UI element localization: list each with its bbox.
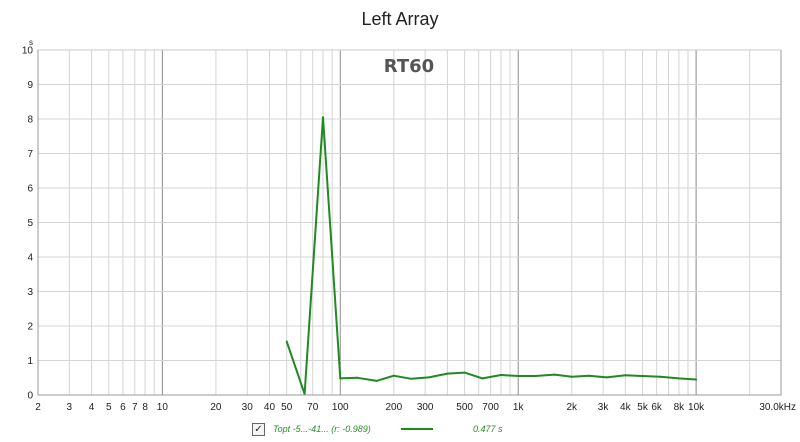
y-tick-label: 6 [27, 184, 33, 195]
x-tick-label: 500 [456, 402, 473, 413]
legend-label: Topt -5...-41... (r: -0.989) [273, 424, 371, 434]
y-tick-label: 2 [27, 322, 33, 333]
series-line [285, 116, 697, 395]
y-tick-label: 5 [27, 218, 33, 229]
data-point [303, 392, 306, 395]
x-tick-label: 3 [67, 402, 73, 413]
legend: ✓ Topt -5...-41... (r: -0.989) 0.477 s [252, 421, 503, 437]
x-tick-label: 2 [35, 402, 41, 413]
data-point [517, 375, 520, 378]
data-point [356, 376, 359, 379]
y-tick-label: 10 [22, 46, 34, 57]
data-point [553, 373, 556, 376]
x-tick-label: 30 [242, 402, 254, 413]
x-tick-label: 8 [142, 402, 148, 413]
x-tick-label: 7 [132, 402, 138, 413]
data-point [605, 376, 608, 379]
x-tick-label: 50 [281, 402, 293, 413]
x-tick-label: 6 [120, 402, 126, 413]
data-point [534, 375, 537, 378]
data-point [659, 375, 662, 378]
x-tick-label: 2k [566, 402, 578, 413]
x-tick-label: 4k [620, 402, 632, 413]
legend-value: 0.477 s [473, 424, 503, 434]
legend-checkbox[interactable]: ✓ [252, 422, 265, 436]
y-tick-label: 8 [27, 115, 33, 126]
legend-line-swatch [401, 428, 433, 430]
y-tick-label: 3 [27, 287, 33, 298]
data-point [446, 372, 449, 375]
data-point [481, 377, 484, 380]
x-tick-label: 10k [688, 402, 705, 413]
data-point [427, 376, 430, 379]
x-tick-label: 200 [385, 402, 402, 413]
x-tick-label: 20 [210, 402, 222, 413]
data-point [641, 375, 644, 378]
chart-title: Left Array [361, 9, 438, 29]
x-tick-label: 1k [513, 402, 525, 413]
x-tick-label: 3k [598, 402, 610, 413]
y-tick-label: 0 [27, 391, 33, 402]
data-point [392, 374, 395, 377]
x-tick-label: 70 [307, 402, 319, 413]
plot-frame [37, 49, 782, 396]
y-tick-label: 4 [27, 253, 33, 264]
x-tick-label: 40 [264, 402, 276, 413]
x-tick-label: 4 [89, 402, 95, 413]
data-point [322, 116, 325, 119]
x-tick-label: 100 [332, 402, 349, 413]
data-point [375, 379, 378, 382]
x-tick-label: 30.0kHz [759, 402, 796, 413]
x-tick-label: 10 [157, 402, 169, 413]
overlay-label: RT60 [384, 56, 434, 77]
x-tick-label: 5 [106, 402, 112, 413]
data-point [695, 378, 698, 381]
data-point [410, 377, 413, 380]
check-icon: ✓ [254, 423, 263, 435]
y-tick-label: 1 [27, 356, 33, 367]
data-point [285, 340, 288, 343]
x-tick-label: 300 [417, 402, 434, 413]
x-tick-label: 6k [651, 402, 663, 413]
data-point [624, 374, 627, 377]
series-group [285, 116, 698, 395]
x-tick-label: 8k [674, 402, 686, 413]
data-point [463, 371, 466, 374]
x-tick-label: 700 [482, 402, 499, 413]
data-point [499, 373, 502, 376]
y-unit-label: s [29, 38, 33, 47]
data-point [570, 375, 573, 378]
data-point [587, 374, 590, 377]
data-point [339, 377, 342, 380]
grid [38, 50, 781, 395]
y-axis: 0 1 2 3 4 5 6 7 8 9 10 [22, 46, 34, 402]
y-tick-label: 9 [27, 80, 33, 91]
x-tick-label: 5k [637, 402, 649, 413]
x-axis: 2 3 4 5 6 7 8 10 20 30 40 50 70 100 200 300 500 700 1k 2k 3k… [35, 402, 796, 413]
data-point [677, 377, 680, 380]
y-tick-label: 7 [27, 149, 33, 160]
